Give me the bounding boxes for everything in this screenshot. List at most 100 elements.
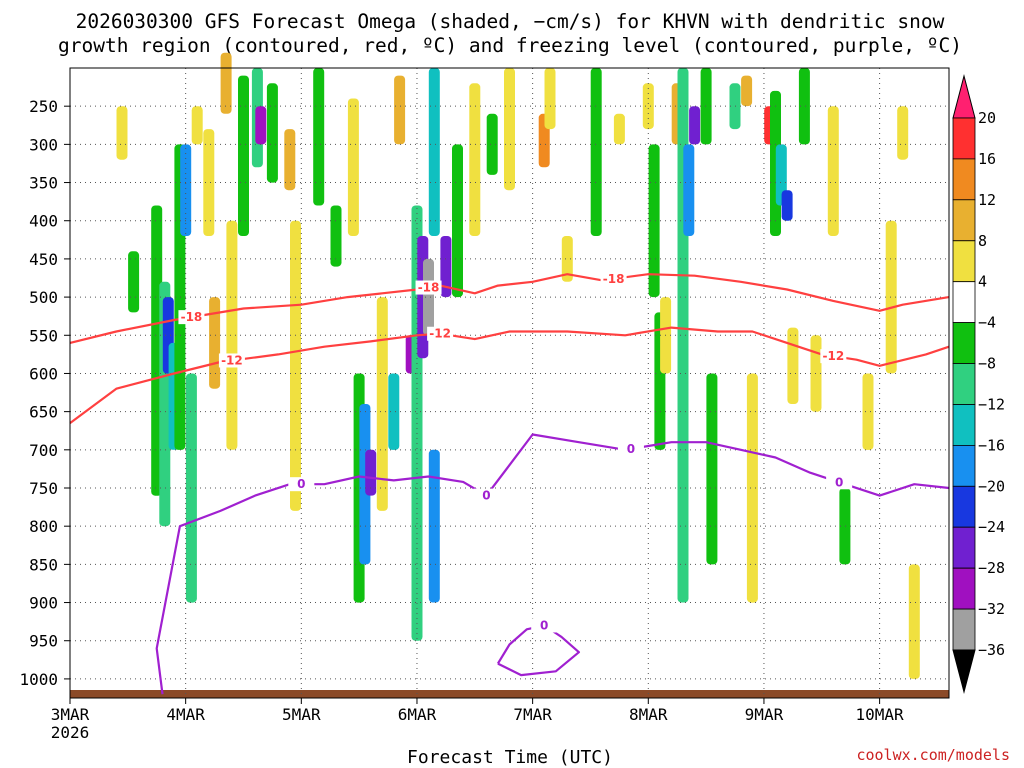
x-tick-label-10MAR: 10MAR (856, 705, 905, 724)
omega-cell-62 (787, 327, 799, 404)
colorbar-segment-5 (952, 281, 976, 324)
y-tick-label-650: 650 (29, 403, 58, 422)
omega-cell-0 (116, 106, 128, 160)
y-tick-label-350: 350 (29, 174, 58, 193)
colorbar-label-13: −36 (978, 641, 1005, 659)
dgz-label-bg-1-2 (218, 353, 245, 368)
y-tick-label-800: 800 (29, 517, 58, 536)
omega-cell-65 (827, 106, 839, 236)
freezing-label-0-4: 0 (482, 489, 490, 503)
omega-cell-66 (839, 488, 851, 565)
plot-frame (69, 67, 950, 699)
x-tick-label-6MAR: 6MAR (398, 705, 437, 724)
omega-cell-52 (689, 106, 701, 145)
x-tick-sublabel: 2026 (51, 723, 90, 742)
y-tick-label-300: 300 (29, 135, 58, 154)
omega-cell-44 (613, 113, 625, 145)
omega-cell-21 (330, 205, 342, 267)
omega-cell-27 (388, 373, 400, 450)
omega-cell-69 (897, 106, 909, 160)
omega-cell-9 (191, 106, 203, 145)
omega-cell-53 (700, 68, 712, 145)
ground-surface (70, 690, 949, 698)
dgz-label-0-3: -18 (603, 272, 625, 286)
omega-cell-63 (798, 68, 810, 145)
colorbar-segment-10 (952, 485, 976, 528)
y-axis: 250 300 350 400 450 500 550 600 650 700 750 800 850 9… (19, 97, 70, 689)
colorbar-segment-12 (952, 567, 976, 610)
colorbar-segment-7 (952, 363, 976, 405)
omega-cell-26 (376, 297, 388, 511)
x-tick-label-7MAR: 7MAR (513, 705, 552, 724)
dgz-label-1-1: -12 (429, 327, 451, 341)
omega-cell-35 (440, 236, 452, 298)
x-tick-label-9MAR: 9MAR (745, 705, 784, 724)
omega-cell-67 (862, 373, 874, 450)
freezing-label-bg-0-1 (288, 477, 315, 492)
omega-cell-42 (561, 236, 573, 282)
x-tick-label-8MAR: 8MAR (629, 705, 668, 724)
freezing-label-bg-1-1 (531, 618, 558, 633)
omega-cell-11 (209, 297, 221, 389)
dgz-label-bg-0-1 (415, 280, 442, 295)
omega-cell-37 (469, 83, 481, 236)
colorbar-label-7: −12 (978, 396, 1005, 414)
x-tick-label-5MAR: 5MAR (282, 705, 321, 724)
y-tick-label-600: 600 (29, 364, 58, 383)
dgz-label-0-1: -18 (418, 281, 440, 295)
omega-cell-17 (266, 83, 278, 183)
omega-cell-46 (648, 144, 660, 298)
omega-cell-60 (775, 144, 787, 206)
colorbar-label-10: −24 (978, 518, 1005, 536)
omega-cell-43 (590, 68, 602, 236)
omega-cell-25 (365, 449, 377, 496)
omega-cell-70 (908, 564, 920, 679)
y-tick-label-950: 950 (29, 632, 58, 651)
omega-cell-19 (290, 220, 301, 511)
omega-cell-54 (706, 373, 718, 565)
dgz-label-1-3: -12 (822, 349, 844, 363)
omega-cell-56 (741, 75, 753, 107)
dgz-label-1-2: -12 (221, 353, 243, 367)
colorbar-label-2: 12 (978, 191, 996, 209)
colorbar-segment-4 (952, 240, 976, 283)
omega-cell-39 (504, 68, 515, 191)
freezing-label-1-1: 0 (540, 618, 548, 632)
omega-cell-38 (486, 113, 498, 175)
colorbar-bottom-arrow (952, 649, 976, 694)
omega-cell-13 (226, 220, 238, 450)
colorbar-label-12: −32 (978, 600, 1005, 618)
dgz-label-bg-0-3 (600, 271, 627, 286)
omega-cell-14 (238, 75, 249, 236)
colorbar-segment-8 (952, 404, 976, 446)
y-tick-label-1000: 1000 (19, 670, 58, 689)
freezing-label-0-2: 0 (627, 442, 635, 456)
omega-cell-61 (781, 190, 793, 221)
colorbar-segment-1 (952, 117, 976, 160)
freezing-contour-0 (155, 433, 950, 695)
dgz-label-bg-0-2 (178, 310, 205, 325)
freezing-label-bg-0-2 (617, 441, 644, 456)
y-tick-label-700: 700 (29, 441, 58, 460)
omega-cell-32 (423, 258, 434, 336)
colorbar-segment-9 (952, 444, 976, 487)
omega-cell-1 (128, 251, 140, 313)
x-tick-label-3MAR: 3MAR (51, 705, 90, 724)
x-tick-label-4MAR: 4MAR (166, 705, 205, 724)
omega-cell-16 (255, 106, 267, 145)
dgz-label-0-2: -18 (181, 310, 203, 324)
y-tick-label-500: 500 (29, 288, 58, 307)
chart-title-line-2: growth region (contoured, red, ºC) and f… (58, 34, 962, 57)
omega-cell-22 (347, 98, 359, 236)
omega-cell-18 (284, 129, 296, 191)
omega-cell-36 (452, 144, 463, 298)
y-tick-label-750: 750 (29, 479, 58, 498)
dgz-label-bg-1-1 (427, 326, 454, 341)
colorbar-label-6: −8 (978, 355, 996, 373)
freezing-label-0-3: 0 (835, 475, 843, 489)
omega-cell-24 (359, 404, 371, 565)
freezing-label-bg-0-3 (826, 475, 853, 490)
freezing-contour-1 (496, 624, 580, 677)
